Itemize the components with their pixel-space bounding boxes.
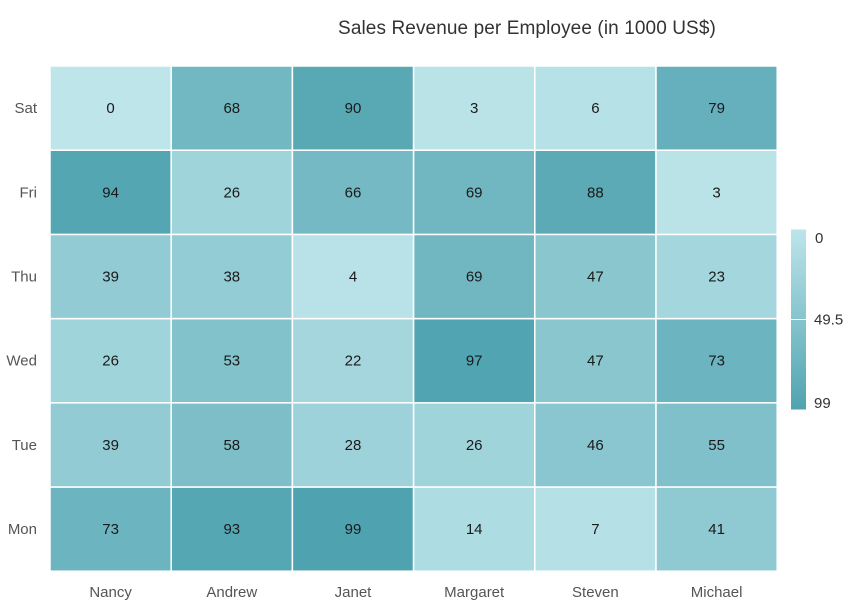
heatmap-cell-steven-wed[interactable] (534, 317, 657, 404)
heatmap-cell-margaret-sat[interactable] (412, 65, 536, 151)
y-axis: Mon Tue Wed Thu Fri Sat (6, 100, 37, 538)
cell-value-label: 39 (102, 437, 119, 454)
cell-value-label: 0 (106, 100, 114, 117)
cell-value-label: 47 (587, 353, 604, 370)
cell-value-label: 69 (466, 184, 483, 201)
cell-value-label: 73 (102, 521, 119, 538)
heatmap-cell-janet-tue[interactable] (291, 402, 415, 488)
cell-value-label: 90 (345, 100, 362, 117)
cell-value-label: 69 (466, 269, 483, 286)
cell-value-label: 26 (223, 184, 240, 201)
cell-value-label: 3 (712, 184, 720, 201)
heatmap-cell-andrew-sat[interactable] (170, 65, 294, 151)
color-legend: 0 49.5 99 (791, 228, 843, 412)
heatmap-cell-andrew-tue[interactable] (170, 402, 294, 488)
heatmap-cells: 7339263994093585338266899282246690142697… (49, 65, 778, 572)
legend-tick-label: 0 (815, 230, 823, 247)
x-axis: Nancy Andrew Janet Margaret Steven Michael (89, 584, 742, 601)
cell-value-label: 4 (349, 269, 357, 286)
cell-value-label: 99 (345, 521, 362, 538)
cell-value-label: 94 (102, 184, 119, 201)
heatmap-cell-steven-sat[interactable] (534, 65, 657, 151)
heatmap-cell-janet-wed[interactable] (291, 317, 415, 404)
heatmap-cell-nancy-sat[interactable] (49, 65, 172, 151)
y-tick-label-tue: Tue (12, 437, 37, 454)
y-tick-label-sat: Sat (14, 100, 37, 117)
heatmap-cell-michael-mon[interactable] (655, 486, 778, 572)
heatmap-cell-steven-fri[interactable] (534, 149, 657, 236)
y-tick-label-wed: Wed (6, 353, 37, 370)
chart-title: Sales Revenue per Employee (in 1000 US$) (338, 18, 716, 39)
cell-value-label: 39 (102, 269, 119, 286)
cell-value-label: 93 (223, 521, 240, 538)
legend-tick-label: 99 (814, 395, 831, 412)
cell-value-label: 41 (708, 521, 725, 538)
cell-value-label: 38 (223, 269, 240, 286)
heatmap-cell-michael-wed[interactable] (655, 317, 778, 404)
heatmap-cell-andrew-fri[interactable] (170, 149, 294, 236)
cell-value-label: 58 (223, 437, 240, 454)
x-tick-label-margaret: Margaret (444, 584, 505, 601)
cell-value-label: 7 (591, 521, 599, 538)
cell-value-label: 79 (708, 100, 725, 117)
heatmap-cell-andrew-wed[interactable] (170, 317, 294, 404)
heatmap-cell-andrew-mon[interactable] (170, 486, 294, 572)
x-tick-label-steven: Steven (572, 584, 619, 601)
cell-value-label: 55 (708, 437, 725, 454)
x-tick-label-michael: Michael (691, 584, 743, 601)
y-tick-label-thu: Thu (11, 269, 37, 286)
cell-value-label: 68 (223, 100, 240, 117)
x-tick-label-nancy: Nancy (89, 584, 132, 601)
cell-value-label: 3 (470, 100, 478, 117)
heatmap-cell-andrew-thu[interactable] (170, 233, 294, 320)
cell-value-label: 22 (345, 353, 362, 370)
cell-value-label: 73 (708, 353, 725, 370)
cell-value-label: 66 (345, 184, 362, 201)
legend-tick-label: 49.5 (814, 312, 843, 329)
cell-value-label: 47 (587, 269, 604, 286)
heatmap-cell-margaret-thu[interactable] (412, 233, 536, 320)
heatmap-cell-michael-tue[interactable] (655, 402, 778, 488)
cell-value-label: 97 (466, 353, 483, 370)
y-tick-label-fri: Fri (20, 184, 38, 201)
cell-value-label: 53 (223, 353, 240, 370)
cell-value-label: 6 (591, 100, 599, 117)
heatmap-cell-michael-fri[interactable] (655, 149, 778, 236)
heatmap-cell-michael-sat[interactable] (655, 65, 778, 151)
x-tick-label-janet: Janet (335, 584, 373, 601)
heatmap-cell-janet-mon[interactable] (291, 486, 415, 572)
y-tick-label-mon: Mon (8, 521, 37, 538)
cell-value-label: 88 (587, 184, 604, 201)
cell-value-label: 26 (466, 437, 483, 454)
cell-value-label: 26 (102, 353, 119, 370)
heatmap-cell-janet-sat[interactable] (291, 65, 415, 151)
heatmap-cell-nancy-tue[interactable] (49, 402, 172, 488)
cell-value-label: 46 (587, 437, 604, 454)
cell-value-label: 28 (345, 437, 362, 454)
cell-value-label: 14 (466, 521, 483, 538)
x-tick-label-andrew: Andrew (206, 584, 257, 601)
cell-value-label: 23 (708, 269, 725, 286)
